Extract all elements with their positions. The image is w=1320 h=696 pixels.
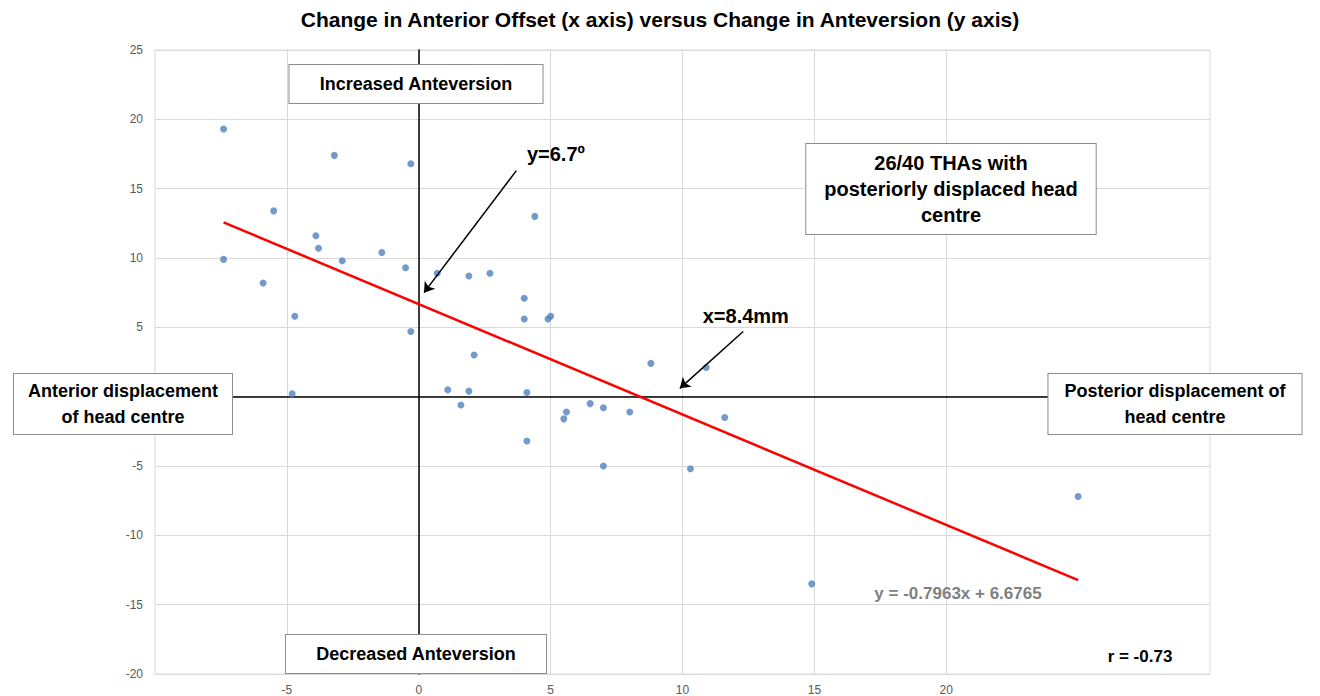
svg-text:-5: -5 xyxy=(282,683,293,696)
svg-text:-15: -15 xyxy=(126,598,144,612)
svg-text:15: 15 xyxy=(808,683,822,696)
svg-text:-10: -10 xyxy=(126,528,144,542)
svg-text:5: 5 xyxy=(136,320,143,334)
svg-text:5: 5 xyxy=(547,683,554,696)
svg-text:head centre: head centre xyxy=(1124,407,1225,427)
svg-text:x=8.4mm: x=8.4mm xyxy=(703,305,789,327)
svg-text:Change in Anterior Offset (x a: Change in Anterior Offset (x axis) versu… xyxy=(301,8,1019,31)
svg-text:of head centre: of head centre xyxy=(61,407,184,427)
svg-text:20: 20 xyxy=(130,112,144,126)
svg-text:Decreased Anteversion: Decreased Anteversion xyxy=(316,644,515,664)
svg-text:y=6.7º: y=6.7º xyxy=(527,143,585,165)
svg-text:-5: -5 xyxy=(132,459,143,473)
svg-text:26/40 THAs with: 26/40 THAs with xyxy=(874,152,1027,174)
svg-text:Posterior displacement of: Posterior displacement of xyxy=(1064,381,1286,401)
svg-text:15: 15 xyxy=(130,182,144,196)
svg-text:10: 10 xyxy=(130,251,144,265)
svg-text:-20: -20 xyxy=(126,667,144,681)
svg-text:Increased Anteversion: Increased Anteversion xyxy=(320,74,512,94)
svg-text:20: 20 xyxy=(940,683,954,696)
svg-text:10: 10 xyxy=(676,683,690,696)
svg-text:0: 0 xyxy=(415,683,422,696)
svg-text:y = -0.7963x + 6.6765: y = -0.7963x + 6.6765 xyxy=(874,584,1041,603)
svg-text:Anterior displacement: Anterior displacement xyxy=(28,381,218,401)
svg-text:r = -0.73: r = -0.73 xyxy=(1108,647,1173,666)
svg-text:centre: centre xyxy=(921,204,981,226)
svg-text:posteriorly displaced head: posteriorly displaced head xyxy=(824,178,1077,200)
svg-text:25: 25 xyxy=(130,43,144,57)
